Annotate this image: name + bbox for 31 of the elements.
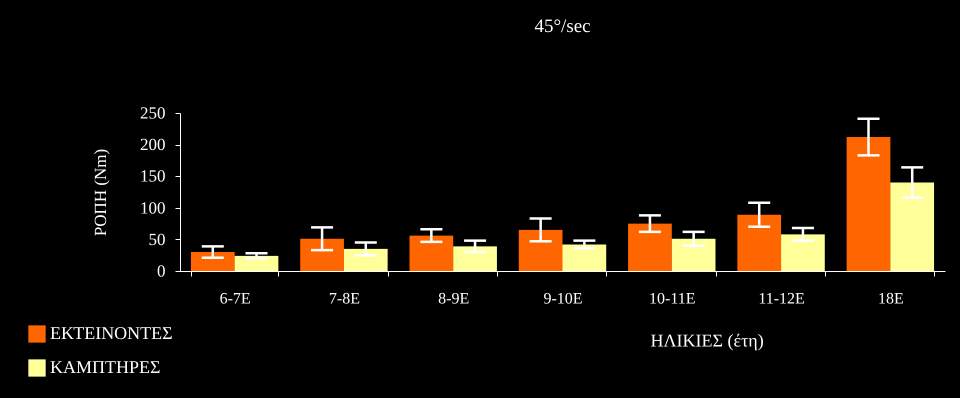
- y-tick-label: 150: [140, 166, 166, 186]
- legend-label: ΚΑΜΠΤΗΡΕΣ: [50, 357, 160, 377]
- y-tick-label: 200: [140, 135, 166, 154]
- y-tick-label: 100: [140, 198, 166, 218]
- bar: [344, 248, 388, 271]
- bar: [453, 246, 497, 271]
- bar: [781, 234, 825, 271]
- x-tick-label: 9-10E: [543, 290, 583, 308]
- y-tick-label: 50: [148, 230, 166, 249]
- y-tick-label: 250: [140, 104, 166, 122]
- x-tick-label: 7-8E: [328, 290, 360, 308]
- x-tick-label: 10-11E: [649, 290, 696, 308]
- y-tick-label: 0: [157, 262, 166, 280]
- bar: [846, 137, 890, 271]
- bar: [737, 214, 782, 271]
- x-tick-label: 8-9E: [438, 290, 470, 308]
- bar: [628, 224, 672, 271]
- x-tick-label: 11-12E: [758, 290, 805, 308]
- bar: [518, 230, 562, 271]
- legend-label: ΕΚΤΕΙΝΟΝΤΕΣ: [50, 323, 173, 343]
- bar: [672, 238, 716, 271]
- bar: [300, 238, 344, 271]
- bar: [890, 182, 934, 271]
- bar: [562, 244, 606, 271]
- bar: [190, 252, 235, 271]
- x-axis-title: ΗΛΙΚΙΕΣ (έτη): [650, 330, 764, 350]
- chart-title: 45°/sec: [534, 16, 591, 37]
- x-tick-label: 6-7E: [220, 290, 251, 308]
- x-tick-label: 18E: [878, 290, 904, 308]
- bar: [410, 236, 454, 271]
- y-axis-title: ΡΟΠΗ (Nm): [91, 148, 110, 236]
